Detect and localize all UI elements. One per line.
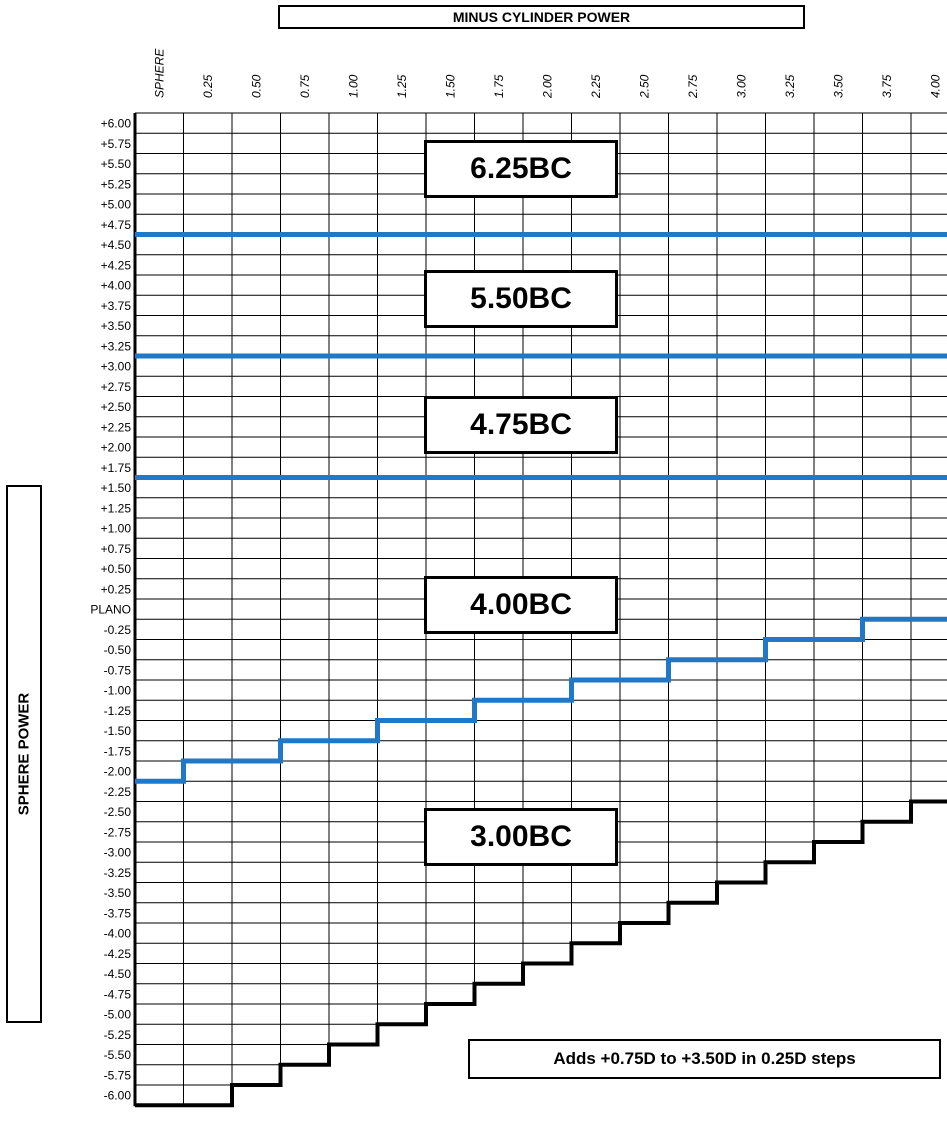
row-label: +4.50 bbox=[101, 238, 132, 252]
range-limit-staircase bbox=[135, 799, 947, 1108]
zone-label-6-25bc: 6.25BC bbox=[424, 140, 618, 198]
row-label: -4.00 bbox=[104, 927, 132, 941]
row-label: +1.25 bbox=[101, 501, 132, 515]
row-label: +2.00 bbox=[101, 441, 132, 455]
zone-6-25bc-text: 6.25BC bbox=[470, 152, 572, 185]
row-label: -5.00 bbox=[104, 1008, 132, 1022]
sphere-power-box bbox=[6, 485, 42, 1023]
row-label: -1.25 bbox=[104, 704, 132, 718]
row-label: +1.75 bbox=[101, 461, 132, 475]
row-label: -0.75 bbox=[104, 663, 132, 677]
row-label: -0.50 bbox=[104, 643, 132, 657]
base-curve-boundaries bbox=[135, 232, 947, 784]
row-label: -0.25 bbox=[104, 623, 132, 637]
zone-label-4-00bc: 4.00BC bbox=[424, 576, 618, 634]
row-label: -4.75 bbox=[104, 987, 132, 1001]
row-label: +6.00 bbox=[101, 117, 132, 131]
row-label: +3.50 bbox=[101, 319, 132, 333]
column-label: 1.25 bbox=[395, 74, 409, 98]
zone-3-00bc-text: 3.00BC bbox=[470, 820, 572, 853]
row-label: +5.75 bbox=[101, 137, 132, 151]
row-label: +3.25 bbox=[101, 339, 132, 353]
row-label: -1.75 bbox=[104, 744, 132, 758]
row-label: +3.00 bbox=[101, 360, 132, 374]
column-label: 2.75 bbox=[686, 74, 700, 99]
zone-4-75bc-text: 4.75BC bbox=[470, 408, 572, 441]
cylinder-column-labels: SPHERE 0.25 0.50 0.75 1.00 1.25 1.50 1.75 2.00 2.… bbox=[152, 48, 942, 99]
row-label: -1.50 bbox=[104, 724, 132, 738]
row-label: -6.00 bbox=[104, 1089, 132, 1103]
column-label: 2.50 bbox=[637, 74, 651, 99]
row-label: -5.75 bbox=[104, 1068, 132, 1082]
zone-5-50bc-text: 5.50BC bbox=[470, 282, 572, 315]
column-label: 0.25 bbox=[201, 74, 215, 98]
zone-4-00bc-text: 4.00BC bbox=[470, 588, 572, 621]
zone-label-5-50bc: 5.50BC bbox=[424, 270, 618, 328]
column-label: 1.50 bbox=[443, 74, 457, 98]
zone-boundary-steps bbox=[135, 616, 947, 784]
row-label: +0.50 bbox=[101, 562, 132, 576]
zone-label-3-00bc: 3.00BC bbox=[424, 808, 618, 866]
column-label: 3.75 bbox=[880, 74, 894, 98]
row-label: -3.25 bbox=[104, 866, 132, 880]
row-label: +0.25 bbox=[101, 582, 132, 596]
row-label: +2.75 bbox=[101, 380, 132, 394]
column-label: 2.00 bbox=[540, 74, 554, 99]
row-label: +1.00 bbox=[101, 522, 132, 536]
row-label: -2.00 bbox=[104, 765, 132, 779]
sphere-power-title: SPHERE POWER bbox=[15, 692, 33, 816]
row-label: +1.50 bbox=[101, 481, 132, 495]
column-label: 0.75 bbox=[298, 74, 312, 98]
row-label: +4.25 bbox=[101, 258, 132, 272]
row-label: -3.50 bbox=[104, 886, 132, 900]
column-label: 3.00 bbox=[734, 74, 748, 98]
row-label: -2.50 bbox=[104, 805, 132, 819]
column-label: SPHERE bbox=[152, 48, 166, 98]
row-label: +2.25 bbox=[101, 420, 132, 434]
row-label: +3.75 bbox=[101, 299, 132, 313]
column-label: 3.50 bbox=[831, 74, 845, 98]
row-label: +2.50 bbox=[101, 400, 132, 414]
column-label: 3.25 bbox=[783, 74, 797, 98]
row-label: +5.50 bbox=[101, 157, 132, 171]
adds-range-text: Adds +0.75D to +3.50D in 0.25D steps bbox=[553, 1049, 856, 1068]
row-label: PLANO bbox=[90, 603, 131, 617]
column-label: 1.75 bbox=[492, 74, 506, 98]
row-label: -5.25 bbox=[104, 1028, 132, 1042]
range-limit-line bbox=[135, 799, 947, 1108]
row-label: +5.00 bbox=[101, 198, 132, 212]
row-label: -5.50 bbox=[104, 1048, 132, 1062]
column-label: 1.00 bbox=[346, 74, 360, 98]
row-label: +4.75 bbox=[101, 218, 132, 232]
adds-range-note: Adds +0.75D to +3.50D in 0.25D steps bbox=[468, 1039, 941, 1079]
row-label: -4.50 bbox=[104, 967, 132, 981]
row-label: -1.00 bbox=[104, 684, 132, 698]
cylinder-power-title: MINUS CYLINDER POWER bbox=[452, 9, 631, 25]
column-label: 2.25 bbox=[589, 74, 603, 99]
row-label: +5.25 bbox=[101, 177, 132, 191]
row-label: -3.75 bbox=[104, 906, 132, 920]
row-label: +4.00 bbox=[101, 279, 132, 293]
row-label: -4.25 bbox=[104, 947, 132, 961]
row-label: -3.00 bbox=[104, 846, 132, 860]
cylinder-power-header: MINUS CYLINDER POWER bbox=[278, 5, 805, 29]
column-label: 0.50 bbox=[249, 74, 263, 98]
row-label: -2.25 bbox=[104, 785, 132, 799]
sphere-row-labels: +6.00 +5.75 +5.50 +5.25 +5.00 +4.75 +4.50 +4.25… bbox=[90, 117, 131, 1103]
column-label: 4.00 bbox=[928, 74, 942, 98]
row-label: -2.75 bbox=[104, 825, 132, 839]
row-label: +0.75 bbox=[101, 542, 132, 556]
zone-label-4-75bc: 4.75BC bbox=[424, 396, 618, 454]
